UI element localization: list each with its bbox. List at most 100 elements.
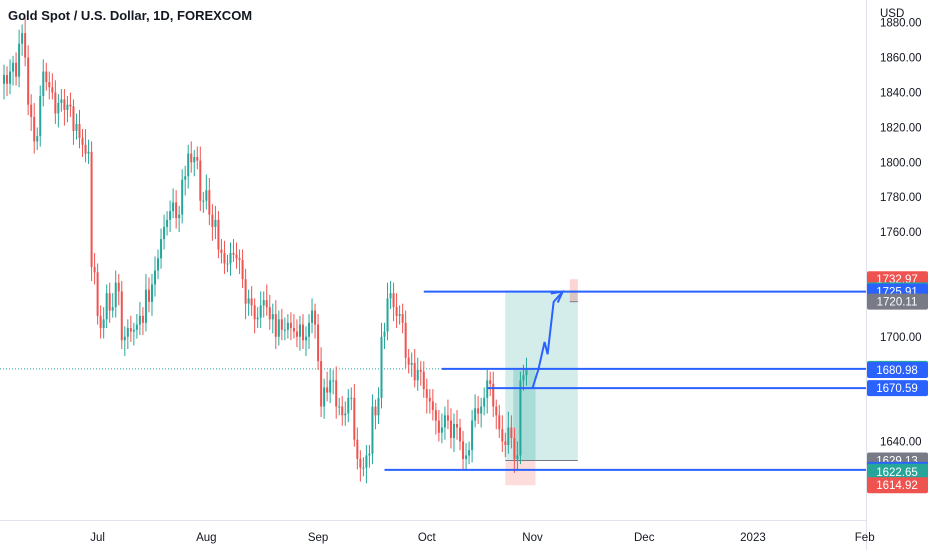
candle-body	[9, 71, 12, 84]
candle-body	[48, 82, 51, 88]
price-tag-label: 1670.59	[876, 383, 918, 395]
candle-body	[84, 144, 87, 154]
position-active-fill	[513, 368, 536, 461]
candle-body	[78, 123, 81, 138]
position-profit-zone[interactable]	[505, 290, 578, 461]
candle-body	[410, 362, 413, 365]
candle-body	[413, 362, 416, 381]
candle-body	[477, 408, 480, 414]
candle-body	[362, 467, 365, 469]
candle-body	[253, 305, 256, 320]
candle-body	[332, 380, 335, 382]
candle-body	[359, 458, 362, 468]
candle-body	[341, 406, 344, 416]
candle-body	[123, 336, 126, 341]
candle-body	[30, 104, 33, 117]
candle-body	[510, 427, 513, 438]
candle-body	[428, 397, 431, 402]
candle-body	[81, 137, 84, 145]
candle-body	[465, 455, 468, 459]
candle-body	[320, 361, 323, 407]
candle-body	[368, 453, 371, 456]
candle-body	[298, 324, 301, 337]
candle-body	[211, 214, 214, 227]
y-tick-label: 1880.00	[880, 18, 922, 30]
candle-body	[395, 307, 398, 316]
candle-body	[229, 253, 232, 264]
candle-body	[129, 328, 132, 332]
candle-body	[398, 314, 401, 316]
candle-body	[63, 99, 66, 110]
candle-body	[314, 310, 317, 325]
candle-body	[250, 298, 253, 306]
candle-body	[15, 62, 18, 77]
candle-body	[169, 211, 172, 220]
candle-body	[72, 106, 75, 131]
candle-body	[468, 450, 471, 456]
candle-body	[431, 401, 434, 411]
candle-body	[422, 371, 425, 390]
candle-body	[87, 151, 90, 154]
candle-body	[147, 289, 150, 302]
candle-body	[301, 324, 304, 341]
candle-body	[108, 293, 111, 311]
candle-body	[166, 219, 169, 227]
currency-label: USD	[880, 8, 904, 20]
price-tag-label: 1614.92	[876, 480, 918, 492]
candle-body	[241, 260, 244, 280]
candle-body	[238, 258, 241, 260]
candle-body	[69, 104, 72, 107]
candle-body	[483, 397, 486, 407]
price-tag	[867, 380, 928, 397]
x-tick-label: Dec	[634, 532, 655, 544]
candle-body	[386, 298, 389, 332]
candle-body	[305, 336, 307, 341]
y-tick-label: 1800.00	[880, 157, 922, 169]
candle-body	[199, 160, 202, 201]
candle-body	[452, 424, 455, 438]
candle-body	[383, 331, 386, 337]
price-tag-label: 1680.98	[876, 365, 918, 377]
candle-body	[480, 406, 483, 414]
candle-body	[105, 293, 108, 320]
candle-body	[208, 190, 211, 215]
candle-body	[111, 307, 114, 311]
candle-body	[220, 249, 223, 254]
candle-body	[274, 314, 277, 337]
projection-path[interactable]	[531, 290, 564, 389]
candle-body	[135, 324, 138, 330]
candle-body	[262, 300, 265, 306]
candle-body	[205, 190, 208, 201]
candle-body	[193, 157, 196, 163]
candle-body	[196, 157, 199, 161]
candle-body	[141, 315, 144, 323]
candle-body	[459, 427, 462, 442]
candle-body	[283, 329, 286, 331]
candle-body	[335, 380, 338, 407]
candle-body	[419, 369, 422, 372]
candle-body	[66, 104, 69, 110]
candle-body	[51, 87, 54, 93]
position-target-marker	[569, 279, 578, 302]
position-stop-zone[interactable]	[505, 460, 536, 486]
candle-body	[114, 282, 117, 308]
candle-body	[175, 202, 178, 219]
y-tick-label: 1760.00	[880, 227, 922, 239]
x-tick-label: 2023	[740, 532, 766, 544]
candle-body	[132, 329, 135, 332]
candle-body	[271, 314, 274, 320]
candle-body	[495, 406, 498, 416]
y-tick-label: 1860.00	[880, 53, 922, 65]
candle-body	[96, 272, 99, 316]
candle-body	[344, 413, 347, 416]
y-tick-label: 1640.00	[880, 436, 922, 448]
x-tick-label: Jul	[90, 532, 105, 544]
candle-body	[12, 62, 15, 72]
candle-body	[93, 266, 96, 273]
candle-body	[504, 441, 507, 445]
candle-body	[214, 219, 217, 227]
chart-title: Gold Spot / U.S. Dollar, 1D, FOREXCOM	[8, 8, 253, 23]
candle-body	[45, 71, 48, 83]
